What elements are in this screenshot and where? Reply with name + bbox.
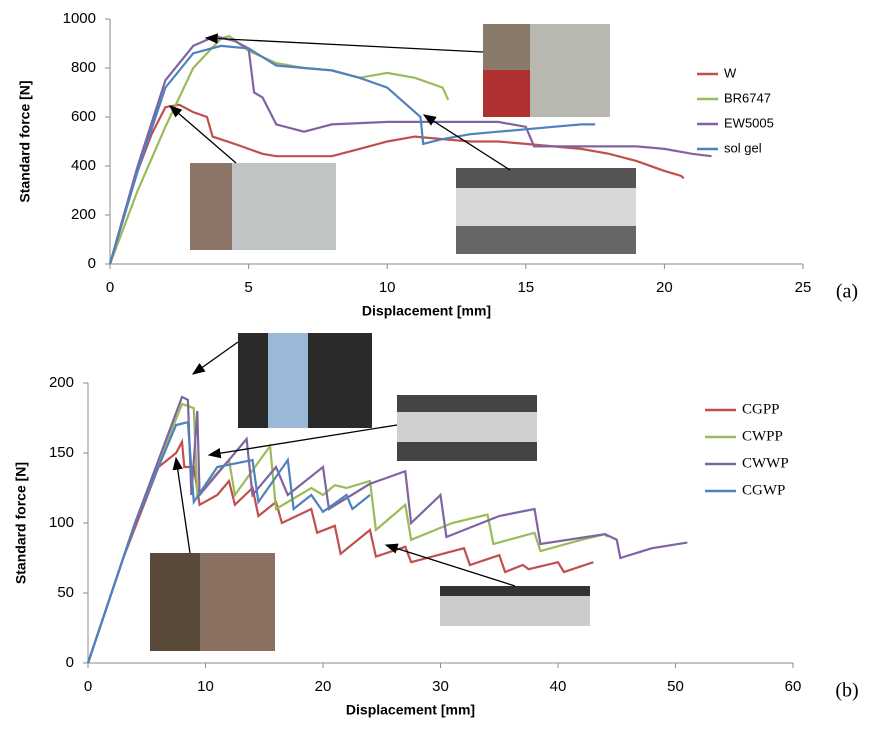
x-tick-label: 5 bbox=[244, 279, 252, 296]
legend-label: CWPP bbox=[742, 428, 783, 444]
y-tick-label: 200 bbox=[71, 206, 96, 223]
arrow bbox=[191, 341, 239, 375]
x-axis-title: Displacement [mm] bbox=[362, 303, 491, 319]
x-tick-label: 60 bbox=[785, 678, 802, 695]
inset-photo bbox=[456, 226, 636, 254]
x-tick-label: 0 bbox=[106, 279, 114, 296]
inset-photo bbox=[483, 70, 530, 117]
y-tick-label: 200 bbox=[49, 374, 74, 391]
legend-label: CGPP bbox=[742, 401, 780, 417]
y-tick-label: 0 bbox=[66, 654, 74, 671]
x-axis-title: Displacement [mm] bbox=[346, 702, 475, 718]
legend-label: EW5005 bbox=[724, 115, 774, 130]
inset-photo bbox=[530, 24, 610, 117]
y-tick-label: 1000 bbox=[63, 10, 96, 27]
legend-label: CGWP bbox=[742, 482, 785, 498]
panel-label: (b) bbox=[835, 680, 858, 702]
x-tick-label: 40 bbox=[550, 678, 567, 695]
series-line bbox=[86, 420, 371, 664]
arrow bbox=[204, 33, 484, 53]
y-tick-label: 150 bbox=[49, 444, 74, 461]
legend-label: W bbox=[724, 65, 737, 80]
y-tick-label: 50 bbox=[57, 584, 74, 601]
legend-label: CWWP bbox=[742, 455, 789, 471]
x-tick-label: 20 bbox=[656, 279, 673, 296]
legend-label: BR6747 bbox=[724, 90, 771, 105]
x-tick-label: 20 bbox=[315, 678, 332, 695]
y-tick-label: 100 bbox=[49, 514, 74, 531]
x-tick-label: 25 bbox=[795, 279, 812, 296]
arrow bbox=[384, 543, 516, 587]
inset-photo bbox=[397, 412, 537, 442]
legend-label: sol gel bbox=[724, 140, 762, 155]
y-tick-label: 600 bbox=[71, 108, 96, 125]
arrow bbox=[207, 424, 398, 459]
y-tick-label: 400 bbox=[71, 157, 96, 174]
inset-photo bbox=[268, 333, 308, 428]
y-tick-label: 800 bbox=[71, 59, 96, 76]
panel-label: (a) bbox=[836, 281, 858, 303]
x-tick-label: 15 bbox=[517, 279, 534, 296]
inset-photo bbox=[440, 586, 590, 596]
arrow bbox=[422, 114, 511, 171]
arrow bbox=[172, 456, 191, 554]
series-line bbox=[86, 438, 594, 664]
series-line bbox=[108, 34, 712, 265]
x-tick-label: 0 bbox=[84, 678, 92, 695]
x-tick-label: 30 bbox=[432, 678, 449, 695]
y-axis-title: Standard force [N] bbox=[13, 462, 29, 584]
y-axis-title: Standard force [N] bbox=[17, 80, 33, 202]
inset-photo bbox=[456, 168, 636, 188]
x-tick-label: 50 bbox=[667, 678, 684, 695]
series-line bbox=[108, 44, 596, 265]
y-tick-label: 0 bbox=[88, 255, 96, 272]
x-tick-label: 10 bbox=[379, 279, 396, 296]
inset-photo bbox=[200, 553, 275, 651]
inset-photo bbox=[190, 163, 232, 250]
x-tick-label: 10 bbox=[197, 678, 214, 695]
arrow bbox=[169, 105, 237, 164]
